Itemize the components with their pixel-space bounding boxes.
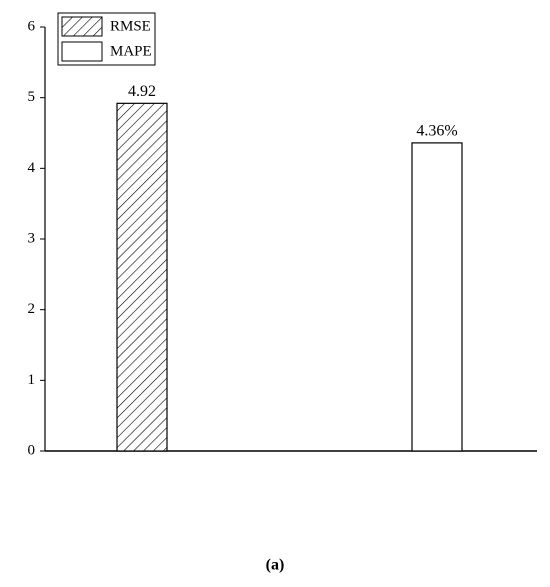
caption: (a) [266,557,285,574]
y-tick-label: 4 [28,160,36,176]
legend-label: MAPE [110,43,152,59]
y-tick-label: 2 [28,301,36,317]
y-tick-label: 3 [28,230,36,246]
value-label: 4.36% [416,123,457,140]
legend-label: RMSE [110,18,151,34]
bar [116,102,168,452]
bar [411,142,463,452]
y-tick-label: 1 [28,372,36,388]
legend-swatch [61,16,103,37]
y-tick-label: 5 [28,89,36,105]
y-tick-label: 6 [28,18,36,34]
value-label: 4.92 [128,83,156,100]
legend-swatch [61,41,103,62]
y-tick-label: 0 [28,442,36,458]
